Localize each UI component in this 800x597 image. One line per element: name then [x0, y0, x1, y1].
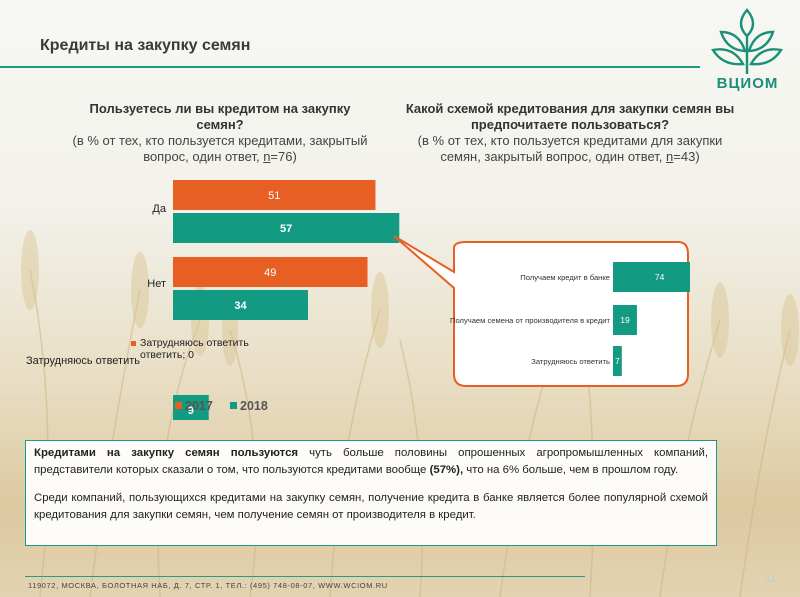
legend-swatch-2018 — [230, 402, 237, 409]
page-number: 11 — [765, 573, 777, 585]
bar-2018 — [173, 290, 308, 320]
chart-credit-usage: Да 51 57 Нет 49 34 Затрудняюсь ответить 9 Затруд… — [26, 180, 400, 420]
question-2-title: Какой схемой кредитования для закупки се… — [405, 101, 735, 132]
bar-value-label: 7 — [615, 356, 620, 366]
page-title: Кредиты на закупку семян — [40, 37, 251, 54]
category-label: Затрудняюсь ответить — [531, 357, 610, 366]
question-2-heading: Какой схемой кредитования для закупки се… — [400, 101, 740, 165]
question-2-n-letter: n — [666, 149, 674, 164]
bar-value-label: 57 — [280, 223, 292, 235]
question-2-n-value: =43) — [673, 149, 700, 164]
bar-value-label: 34 — [234, 300, 247, 312]
bar-2018 — [173, 213, 400, 243]
question-1-heading: Пользуетесь ли вы кредитом на закупку се… — [65, 101, 375, 165]
chart-credit-scheme: Получаем кредит в банке 74 Получаем семена… — [450, 262, 690, 376]
legend-label-2018: 2018 — [240, 399, 268, 413]
question-2-subtitle: (в % от тех, кто пользуется кредитами дл… — [417, 133, 723, 164]
category-label: Затрудняюсь ответить — [26, 355, 140, 367]
category-label: Да — [152, 203, 166, 215]
bar-value-label: 51 — [268, 190, 280, 202]
annotation-text: Затрудняюсь ответить — [140, 337, 249, 349]
category-label: Получаем семена от производителя в креди… — [450, 316, 611, 325]
question-1-n-value: =76) — [270, 149, 297, 164]
question-1-title: Пользуетесь ли вы кредитом на закупку се… — [89, 101, 351, 132]
bar-value-label: 49 — [264, 267, 276, 279]
category-label: Получаем кредит в банке — [520, 273, 610, 282]
summary-paragraph-1: Кредитами на закупку семян пользуются чу… — [34, 445, 708, 479]
bar-2017 — [173, 257, 368, 287]
legend-label-2017: 2017 — [185, 399, 213, 413]
footer-address: 119072, МОСКВА, БОЛОТНАЯ НАБ, Д. 7, СТР.… — [28, 581, 388, 590]
summary-p1-end: что на 6% больше, чем в прошлом году. — [463, 464, 679, 476]
summary-paragraph-2: Среди компаний, пользующихся кредитами н… — [34, 492, 708, 521]
annotation-text: ответить; 0 — [140, 349, 194, 361]
question-1-n-letter: n — [263, 149, 271, 164]
annotation-marker — [131, 341, 136, 346]
legend-swatch-2017 — [175, 402, 182, 409]
summary-bold-lead: Кредитами на закупку семян пользуются — [34, 447, 299, 459]
summary-p1-middle: чуть больше половины опрошенных агропром… — [34, 447, 709, 476]
bar-value-label: 19 — [620, 315, 630, 325]
category-label: Нет — [147, 278, 166, 290]
bar-value-label: 74 — [655, 272, 665, 282]
bar-2017 — [173, 180, 376, 210]
summary-bold-figure: (57%), — [429, 464, 464, 476]
footer-divider — [25, 576, 585, 577]
bar-value-label: 9 — [188, 405, 194, 417]
summary-textbox: Кредитами на закупку семян пользуются чу… — [25, 440, 717, 546]
logo-text: ВЦИОМ — [716, 75, 779, 92]
question-1-subtitle: (в % от тех, кто пользуется кредитами, з… — [72, 133, 368, 164]
bar-scheme — [613, 346, 622, 376]
title-divider — [0, 66, 700, 68]
bar-scheme — [613, 305, 637, 335]
bar-scheme — [613, 262, 690, 292]
vciom-logo-icon — [711, 8, 783, 74]
